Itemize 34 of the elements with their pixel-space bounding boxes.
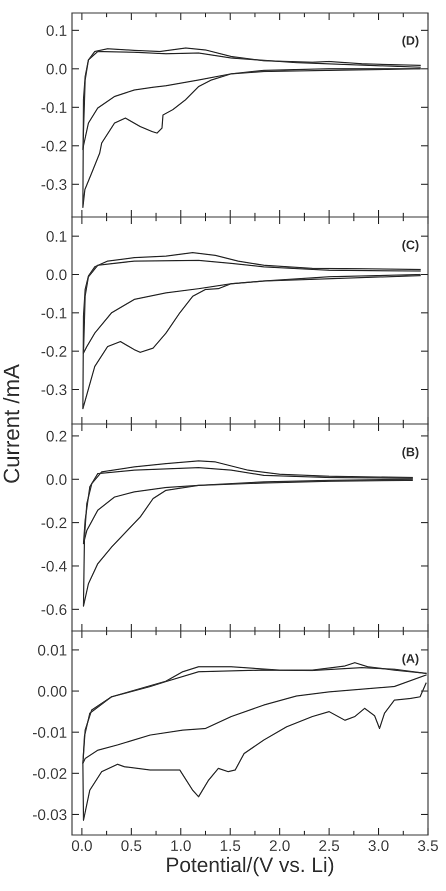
y-tick-label: 0.2 [46, 430, 66, 442]
x-tick-label: 3.5 [418, 840, 438, 852]
annotation: (A) [402, 654, 418, 666]
y-tick-label: 0.0 [46, 474, 67, 485]
y-tick-label: 0.1 [46, 231, 66, 242]
y-axis-title: Current /mA [3, 364, 20, 483]
x-tick-label: 2.0 [270, 840, 290, 852]
x-tick-label: 1.5 [220, 840, 240, 852]
y-tick-label: -0.1 [41, 308, 66, 319]
y-tick-label: -0.03 [33, 809, 66, 820]
x-tick-label: 1.0 [171, 840, 191, 852]
y-tick-label: -0.3 [41, 179, 66, 190]
y-tick-label: -0.2 [41, 140, 66, 152]
y-tick-label: -0.2 [41, 517, 66, 528]
x-tick-label: 3.0 [368, 840, 389, 852]
x-tick-label: 0.0 [72, 840, 92, 852]
y-tick-label: 0.01 [38, 644, 66, 656]
annotation: (D) [402, 36, 418, 48]
y-tick-label: -0.3 [41, 384, 66, 396]
y-tick-label: -0.6 [41, 604, 66, 616]
x-axis-title: Potential/(V vs. Li) [167, 856, 334, 876]
annotation: (B) [402, 447, 418, 459]
y-tick-label: 0.00 [38, 686, 67, 697]
x-tick-label: 2.5 [319, 840, 340, 852]
y-tick-label: -0.1 [41, 102, 66, 113]
y-tick-label: -0.02 [33, 768, 66, 779]
y-tick-label: -0.01 [33, 727, 66, 738]
y-tick-label: -0.4 [41, 560, 67, 572]
y-tick-label: 0.0 [46, 269, 67, 280]
y-tick-label: 0.0 [46, 64, 67, 74]
y-tick-label: 0.1 [46, 25, 66, 36]
annotation: (C) [402, 240, 418, 252]
x-tick-label: 0.5 [121, 840, 142, 852]
y-tick-label: -0.2 [41, 346, 66, 357]
